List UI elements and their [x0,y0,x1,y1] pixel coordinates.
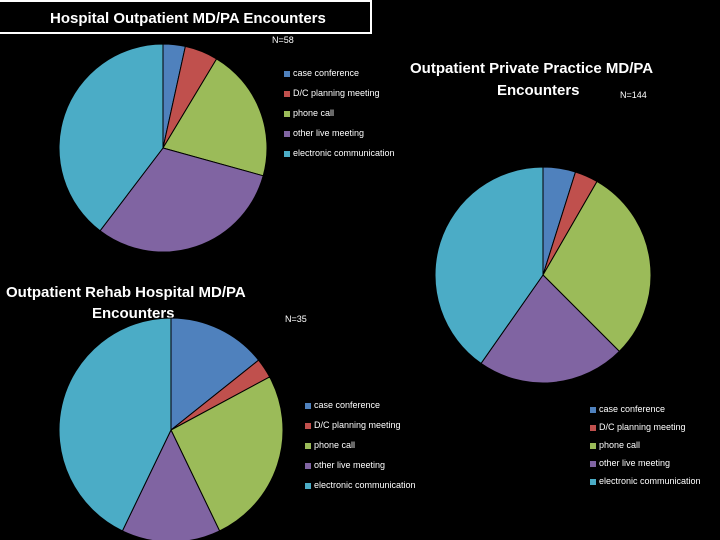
chart3-legend-item: electronic communication [305,480,416,490]
chart3-slice-phone-call [170,376,284,532]
chart1-slice-phone-call [162,58,268,177]
chart1-legend-swatch [284,110,290,117]
chart3-legend-swatch [305,422,311,429]
chart1-legend-item: case conference [284,68,359,78]
chart1-legend-item: other live meeting [284,128,364,138]
chart3-legend-swatch [305,402,311,409]
chart1-n-label: N=58 [272,35,294,45]
chart3-legend-swatch [305,482,311,489]
chart2-title-line1: Outpatient Private Practice MD/PA [410,60,654,77]
chart1-legend-label: D/C planning meeting [293,88,380,98]
chart3-legend-swatch [305,442,311,449]
chart2-legend-label: phone call [599,440,641,450]
chart3-slice-other-live-meeting [121,428,221,540]
chart3-legend-label: case conference [314,400,381,410]
chart3-title-line2: Encounters [92,305,175,322]
chart2-slice-phone-call [542,180,652,353]
chart1-legend-item: D/C planning meeting [284,88,380,98]
chart2-legend-swatch [590,478,596,485]
chart3-title-line1: Outpatient Rehab Hospital MD/PA [6,284,246,301]
chart1-legend-swatch [284,150,290,157]
chart2-slice-other-live-meeting [480,274,621,384]
chart2-legend-label: other live meeting [599,458,671,468]
chart3-slice-case-conference [170,317,260,432]
chart1-legend-label: phone call [293,108,335,118]
chart2-n-label: N=144 [620,90,647,100]
chart2-legend-swatch [590,406,596,413]
chart3-legend-label: electronic communication [314,480,416,490]
chart3-legend-item: case conference [305,400,380,410]
chart2-legend-label: case conference [599,404,666,414]
chart2-legend-swatch [590,460,596,467]
chart1-slice-electronic-communication [58,43,164,232]
chart2-legend-item: phone call [590,440,640,450]
chart3-legend-item: D/C planning meeting [305,420,401,430]
chart1-legend-swatch [284,90,290,97]
chart1-legend-label: electronic communication [293,148,395,158]
chart3-legend-label: D/C planning meeting [314,420,401,430]
chart1-legend-swatch [284,70,290,77]
chart2-legend-swatch [590,424,596,431]
chart1-legend-label: case conference [293,68,360,78]
chart1-slice-other-live-meeting [99,147,264,253]
chart2-legend-item: case conference [590,404,665,414]
chart1-legend-item: phone call [284,108,334,118]
chart2-legend-item: D/C planning meeting [590,422,686,432]
chart2-legend-item: electronic communication [590,476,701,486]
chart3-legend-item: other live meeting [305,460,385,470]
chart3-legend-label: phone call [314,440,356,450]
chart3-legend-label: other live meeting [314,460,386,470]
chart1-legend-item: electronic communication [284,148,395,158]
chart2-legend-item: other live meeting [590,458,670,468]
chart3-legend-item: phone call [305,440,355,450]
chart2-slice-electronic-communication [434,166,544,365]
chart1-legend-label: other live meeting [293,128,365,138]
chart2-legend-label: electronic communication [599,476,701,486]
chart2-legend-label: D/C planning meeting [599,422,686,432]
chart1-title: Hospital Outpatient MD/PA Encounters [50,10,326,27]
chart2-title-line2: Encounters [497,82,580,99]
chart1-title-frame [0,0,372,34]
chart2-legend-swatch [590,442,596,449]
chart1-legend-swatch [284,130,290,137]
chart3-n-label: N=35 [285,314,307,324]
chart3-legend-swatch [305,462,311,469]
chart3-slice-electronic-communication [58,317,172,532]
